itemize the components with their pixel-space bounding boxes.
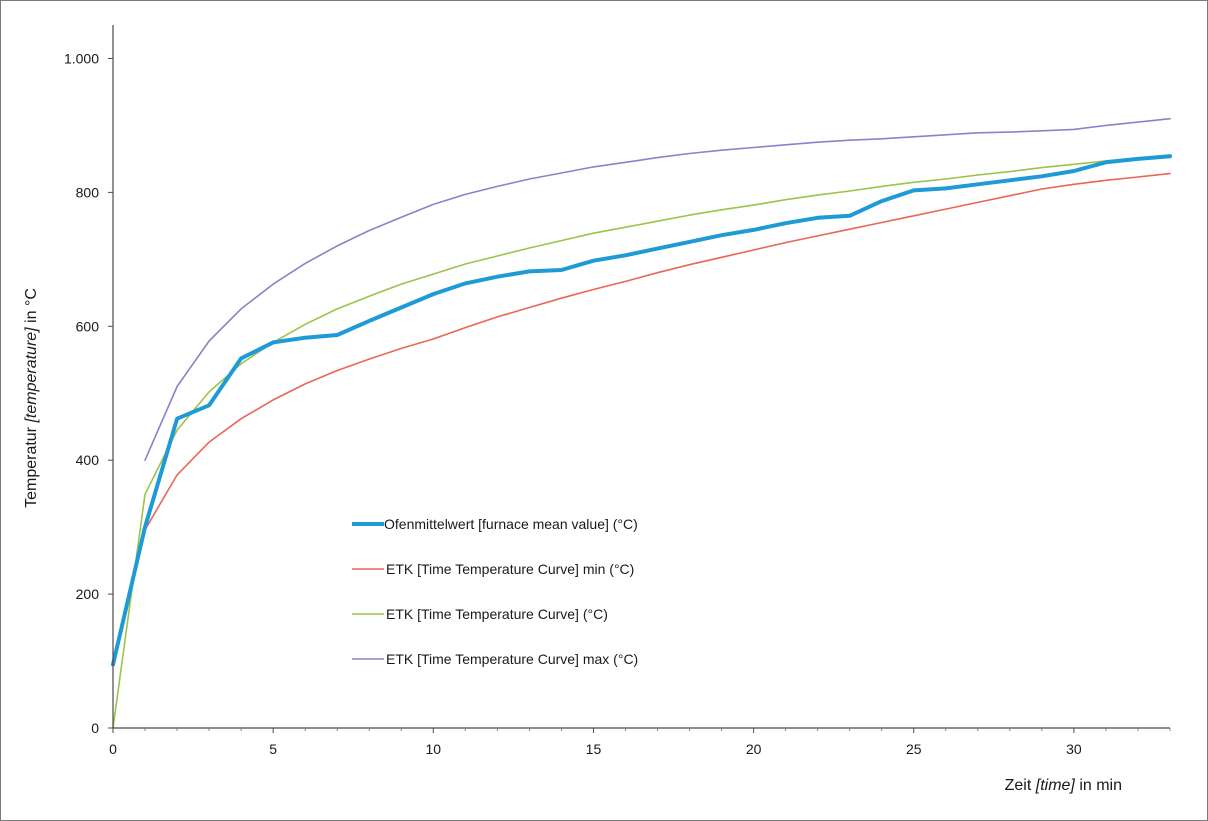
- y-tick-label: 0: [91, 720, 99, 736]
- axes-layer: [112, 25, 1170, 729]
- series-line-4: [144, 117, 1171, 462]
- y-tick-label: 1.000: [64, 50, 99, 66]
- x-tick-label: 15: [586, 741, 602, 757]
- series-layer: [111, 117, 1172, 729]
- legend-label-1: Ofenmittelwert [furnace mean value] (°C): [384, 516, 638, 532]
- x-tick-label: 20: [746, 741, 762, 757]
- y-axis-title: Temperatur [temperature] in °C: [23, 288, 40, 508]
- x-tick-label: 0: [109, 741, 117, 757]
- x-tick-label: 30: [1066, 741, 1082, 757]
- y-tick-label: 400: [76, 452, 100, 468]
- y-tick-label: 600: [76, 318, 100, 334]
- y-tick-label: 800: [76, 184, 100, 200]
- legend-label-3: ETK [Time Temperature Curve] (°C): [386, 606, 608, 622]
- x-tick-label: 10: [426, 741, 442, 757]
- x-tick-label: 25: [906, 741, 922, 757]
- x-axis-title: Zeit [time] in min: [1005, 777, 1122, 794]
- y-tick-label: 200: [76, 586, 100, 602]
- legend-label-2: ETK [Time Temperature Curve] min (°C): [386, 561, 634, 577]
- legend: Ofenmittelwert [furnace mean value] (°C)…: [352, 516, 638, 667]
- x-tick-label: 5: [269, 741, 277, 757]
- ticks-layer: 0 5 10 15 20 25 30 0 200 400 600 800 1.000: [64, 50, 1171, 757]
- series-line-3: [112, 154, 1171, 729]
- legend-label-4: ETK [Time Temperature Curve] max (°C): [386, 651, 638, 667]
- series-line-2: [144, 172, 1171, 531]
- series-line-1: [111, 154, 1172, 667]
